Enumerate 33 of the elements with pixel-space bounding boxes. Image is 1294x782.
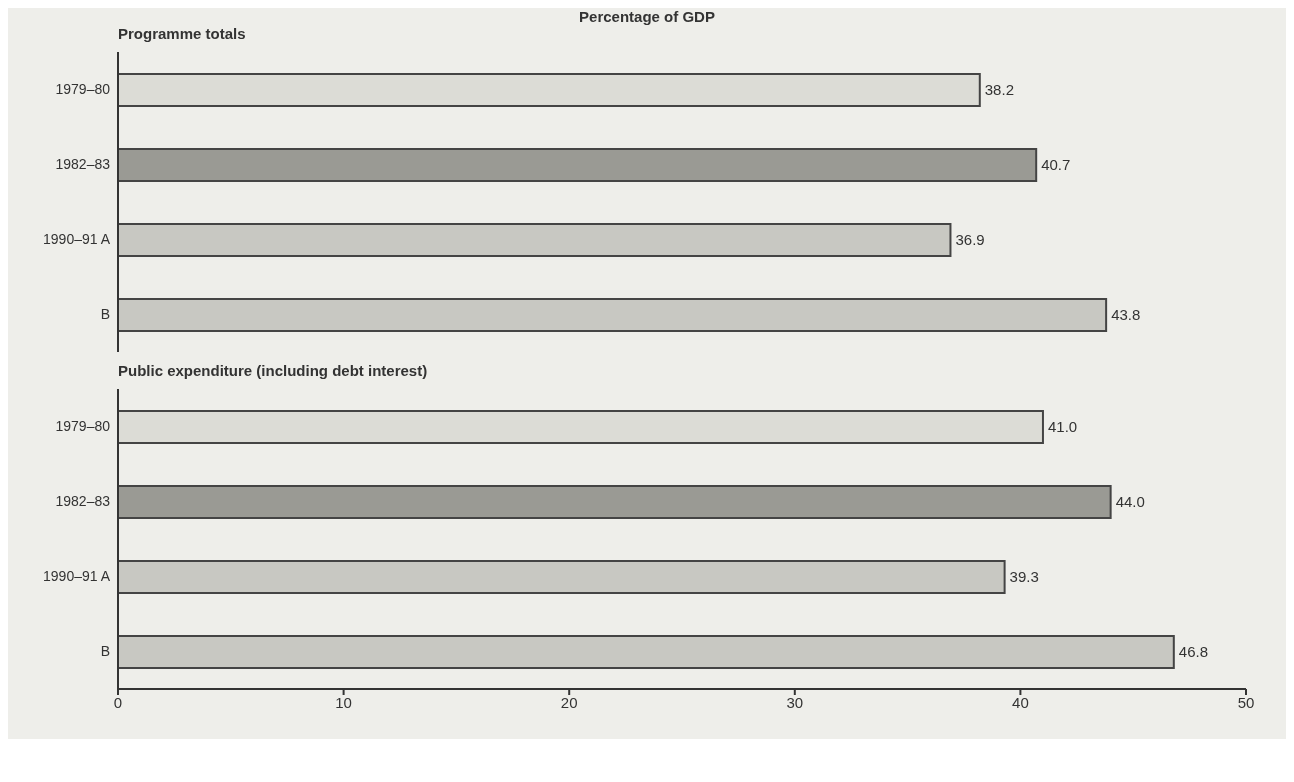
bar bbox=[118, 410, 1044, 444]
data-label: 40.7 bbox=[1041, 156, 1071, 174]
y-tick-label: 1982–83 bbox=[55, 493, 111, 510]
bar bbox=[118, 560, 1006, 594]
y-tick-label: B bbox=[100, 643, 110, 660]
bar bbox=[118, 485, 1112, 519]
data-label: 41.0 bbox=[1047, 418, 1078, 436]
y-tick-label: 1979–80 bbox=[55, 418, 111, 435]
x-tick-label: 30 bbox=[786, 693, 804, 711]
bar bbox=[118, 73, 981, 107]
x-tick-label: 10 bbox=[335, 693, 352, 711]
y-tick-label: B bbox=[100, 306, 110, 323]
bar bbox=[118, 148, 1038, 182]
bar bbox=[118, 298, 1108, 332]
x-tick-label: 40 bbox=[1012, 693, 1029, 711]
data-label: 39.3 bbox=[1009, 568, 1039, 586]
data-label: 36.9 bbox=[955, 231, 985, 249]
x-tick-label: 20 bbox=[560, 693, 578, 711]
y-tick-label: 1990–91 A bbox=[43, 568, 111, 585]
data-label: 43.8 bbox=[1111, 306, 1141, 324]
bar bbox=[118, 635, 1175, 669]
y-tick-label: 1982–83 bbox=[55, 156, 111, 173]
x-tick-label: 0 bbox=[113, 693, 123, 711]
y-tick-label: 1990–91 A bbox=[43, 231, 111, 248]
data-label: 46.8 bbox=[1178, 643, 1209, 661]
data-label: 44.0 bbox=[1115, 493, 1145, 511]
chart-title: Public expenditure (including debt interest) bbox=[117, 362, 429, 379]
data-label: 38.2 bbox=[984, 81, 1014, 99]
chart-title: Percentage of GDP bbox=[578, 8, 716, 25]
y-tick-label: 1979–80 bbox=[55, 81, 111, 98]
bar bbox=[118, 223, 952, 257]
x-tick-label: 50 bbox=[1237, 693, 1255, 711]
chart-subtitle: Programme totals bbox=[117, 25, 247, 42]
